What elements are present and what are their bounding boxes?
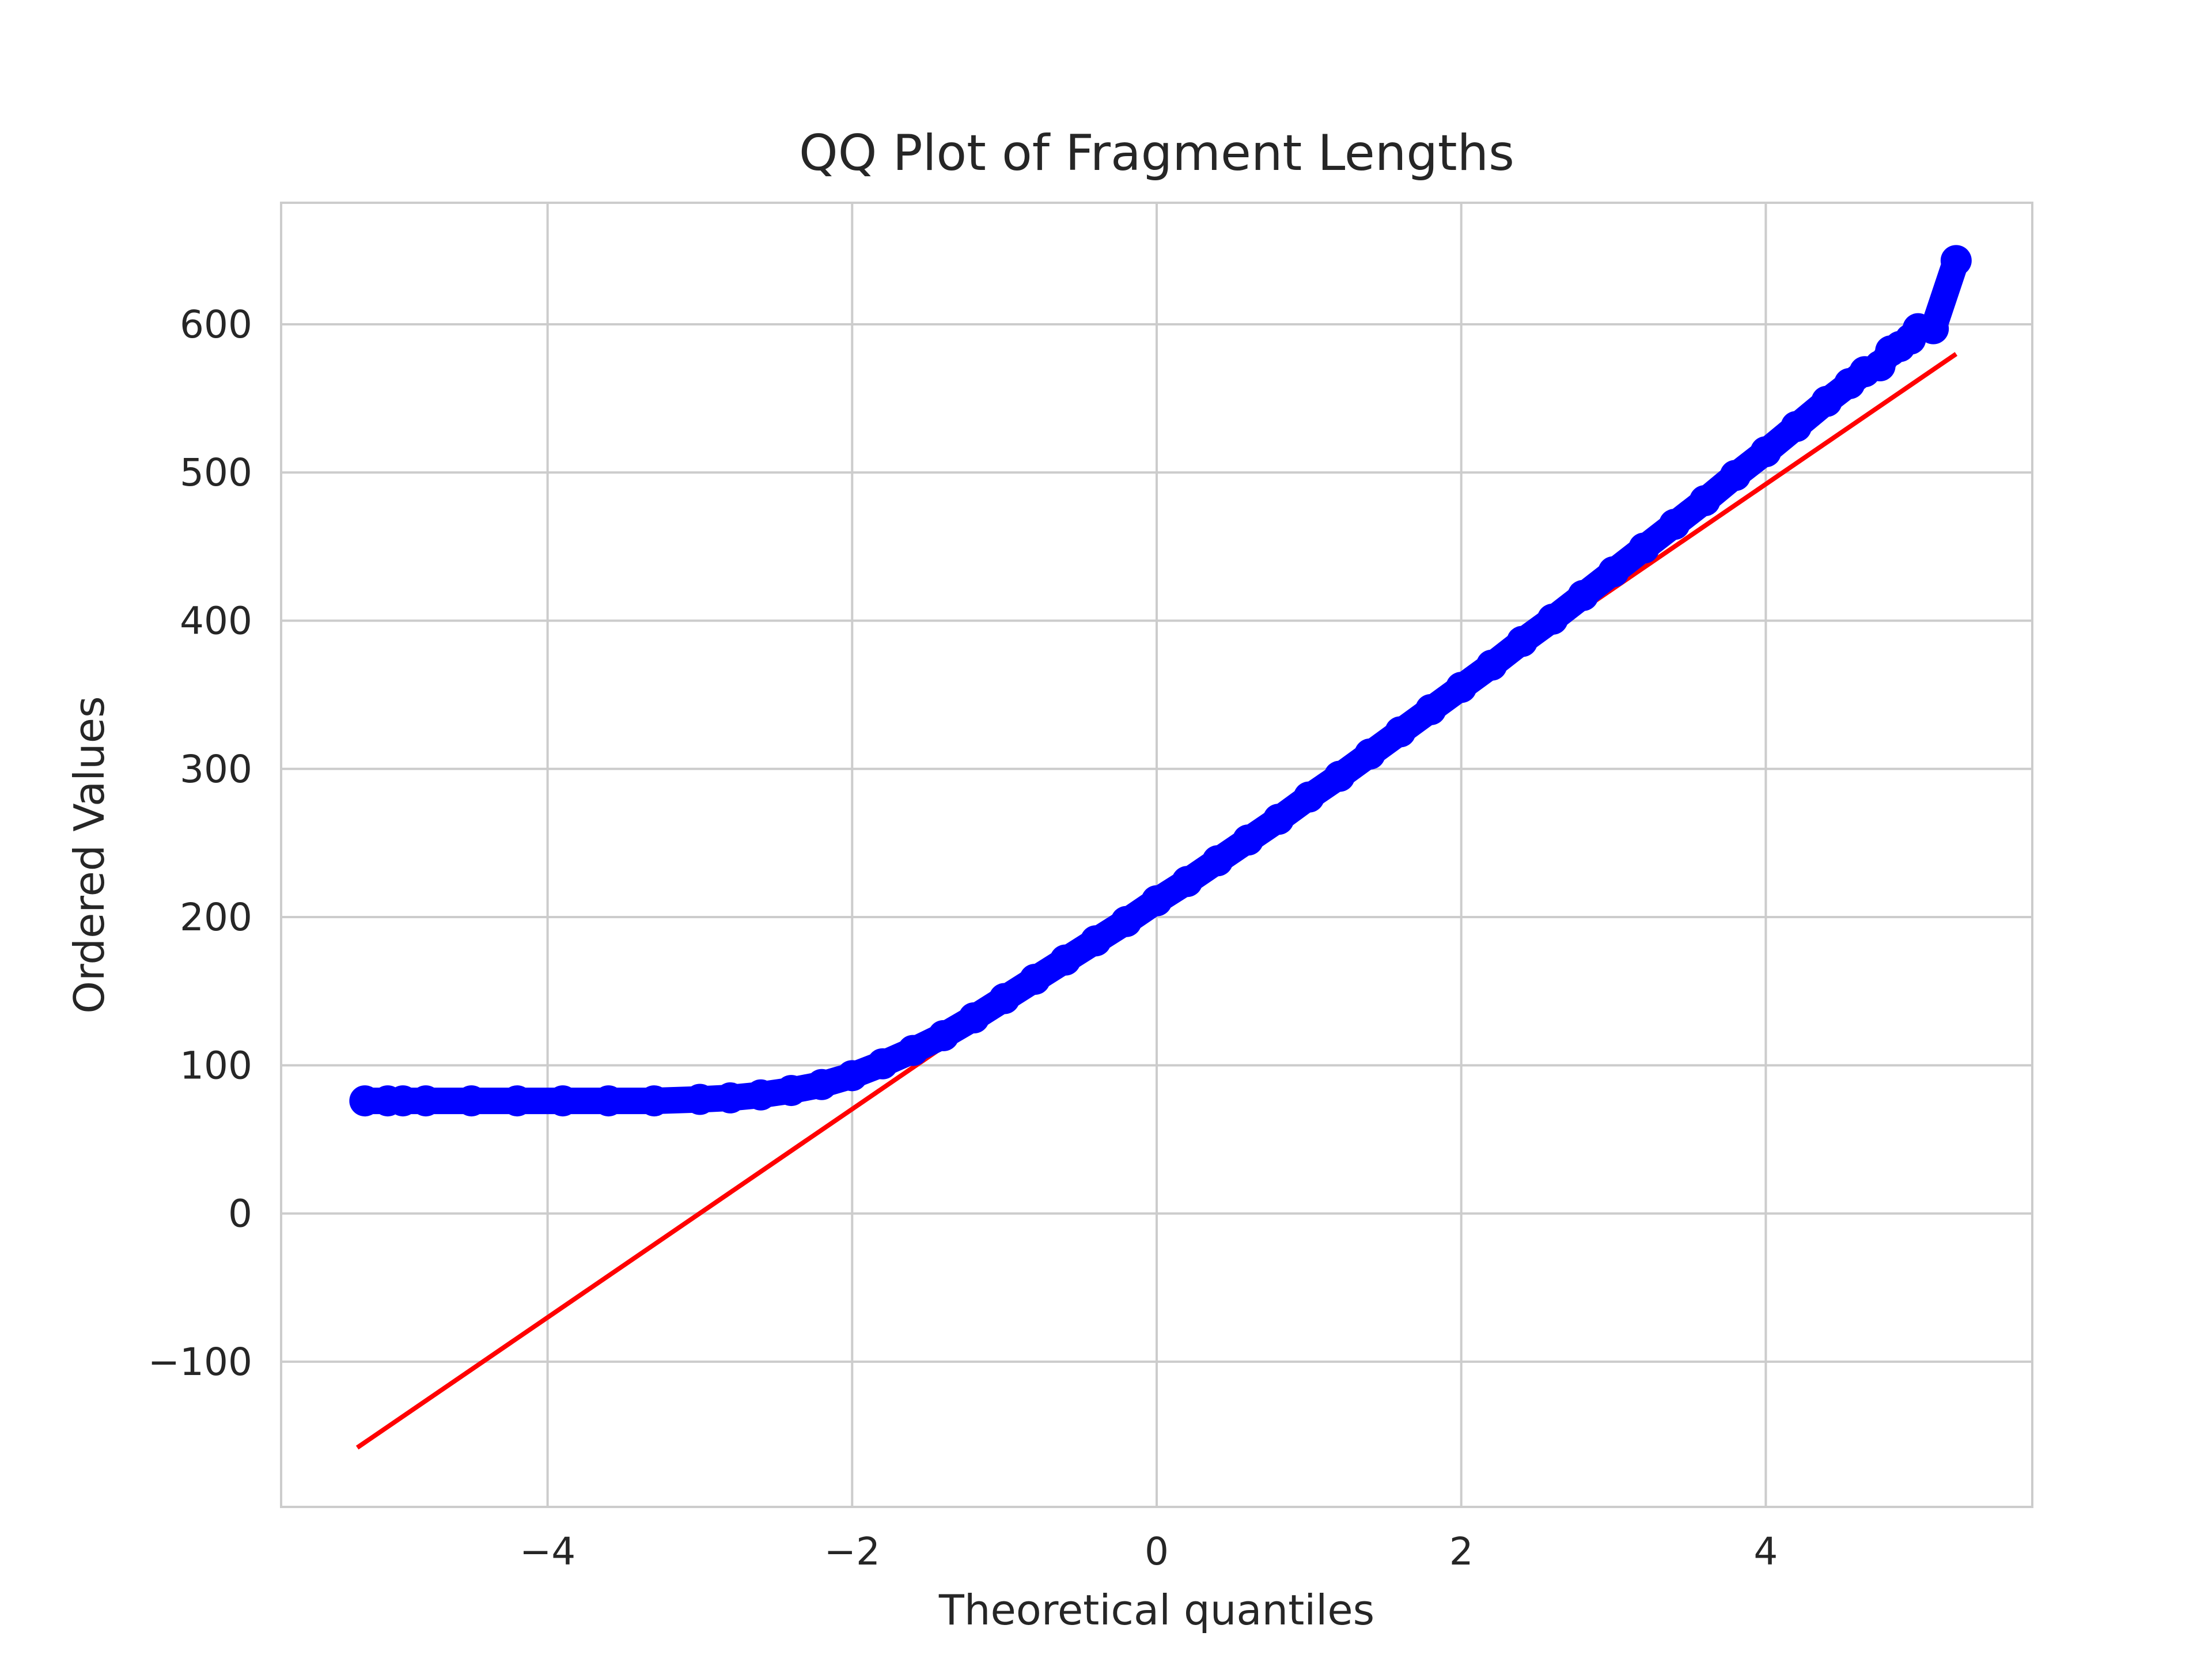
data-point — [1689, 485, 1721, 517]
data-point — [1750, 436, 1782, 468]
data-point — [1293, 781, 1325, 813]
y-tick-label: 200 — [180, 895, 252, 940]
data-point — [1050, 944, 1081, 976]
data-point — [1171, 866, 1203, 897]
data-point — [501, 1085, 533, 1117]
data-point — [1384, 716, 1416, 748]
x-axis-label: Theoretical quantiles — [938, 1586, 1374, 1634]
data-point — [1598, 556, 1630, 588]
data-point — [1719, 460, 1751, 491]
data-point — [897, 1035, 929, 1066]
plot-frame — [280, 202, 2033, 1508]
data-point — [638, 1085, 670, 1117]
y-tick-label: 0 — [228, 1192, 252, 1236]
y-tick-label: 600 — [180, 302, 252, 347]
data-point — [1445, 672, 1477, 703]
data-point — [958, 1002, 990, 1033]
x-tick-labels: −4 −2 0 2 4 — [520, 1529, 1778, 1574]
data-point — [1019, 964, 1051, 995]
data-point — [1232, 824, 1264, 856]
data-point — [1141, 885, 1172, 916]
data-point — [745, 1079, 777, 1111]
data-point — [410, 1085, 442, 1117]
x-tick-label: 2 — [1449, 1529, 1474, 1574]
data-point — [867, 1048, 899, 1080]
data-point — [387, 1085, 419, 1117]
data-point — [1811, 385, 1843, 417]
x-tick-label: 0 — [1145, 1529, 1169, 1574]
data-point — [1506, 626, 1538, 657]
data-point — [988, 983, 1020, 1014]
data-points — [349, 245, 1972, 1117]
data-point — [806, 1069, 838, 1100]
data-point — [927, 1020, 959, 1051]
data-point — [684, 1084, 715, 1115]
y-tick-label: −100 — [148, 1340, 252, 1384]
data-point — [1567, 579, 1599, 611]
data-point — [1781, 411, 1812, 442]
data-point — [1918, 313, 1949, 344]
data-point — [1658, 509, 1690, 540]
data-point — [775, 1075, 807, 1107]
x-tick-label: −2 — [824, 1529, 880, 1574]
y-tick-label: 300 — [180, 747, 252, 791]
data-point — [1202, 845, 1233, 877]
data-point — [593, 1085, 624, 1117]
y-tick-labels: −100 0 100 200 300 400 500 600 — [148, 302, 252, 1384]
data-point — [1080, 925, 1112, 957]
data-point — [714, 1082, 746, 1113]
data-point — [1354, 738, 1386, 770]
data-point — [349, 1085, 381, 1117]
y-axis-label: Ordered Values — [65, 696, 113, 1013]
y-tick-label: 100 — [180, 1043, 252, 1088]
data-point — [1537, 603, 1569, 635]
data-point — [456, 1085, 487, 1117]
data-point — [1263, 804, 1294, 835]
x-tick-label: −4 — [520, 1529, 575, 1574]
data-point — [1940, 245, 1972, 276]
data-point — [1111, 906, 1142, 937]
data-point — [1628, 532, 1660, 564]
chart-title: QQ Plot of Fragment Lengths — [799, 124, 1514, 182]
data-point — [1324, 760, 1355, 792]
data-point — [1415, 694, 1446, 725]
data-point — [1476, 649, 1508, 681]
y-tick-label: 400 — [180, 599, 252, 643]
y-tick-label: 500 — [180, 450, 252, 495]
data-point — [547, 1085, 579, 1117]
x-tick-label: 4 — [1753, 1529, 1778, 1574]
grid-lines — [281, 203, 2032, 1507]
data-point — [836, 1060, 868, 1092]
